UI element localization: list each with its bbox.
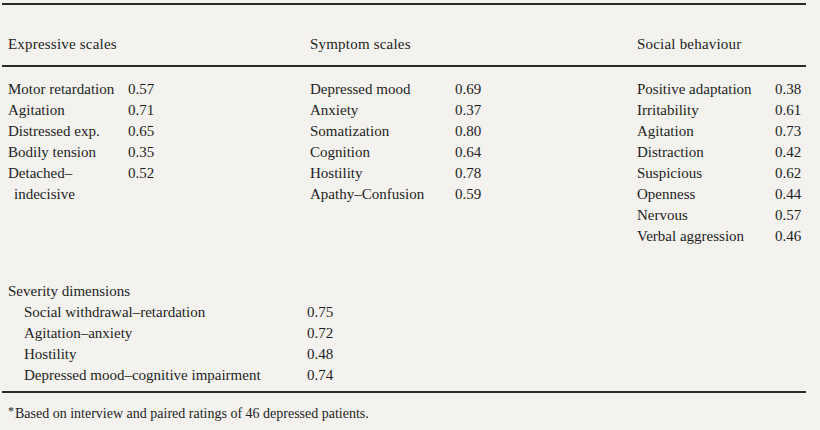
column-header-expressive-scales: Expressive scales [8,36,117,53]
header-rule [2,65,806,67]
scale-label: Bodily tension [8,142,122,163]
dimension-label: Hostility [24,344,304,365]
scale-label: Depressed mood [310,79,450,100]
dimension-value: 0.48 [307,344,333,365]
scale-value: 0.73 [775,121,801,142]
column-header-social-behaviour: Social behaviour [637,36,741,53]
scale-label: Cognition [310,142,450,163]
dimension-value: 0.75 [307,302,333,323]
scale-value: 0.35 [128,142,154,163]
scale-value: 0.78 [455,163,481,184]
scale-label: Somatization [310,121,450,142]
table-row: Openness 0.44 [637,184,817,205]
scale-label: Apathy–Confusion [310,184,450,205]
dimension-label: Depressed mood–cognitive impairment [24,365,304,386]
scale-value: 0.57 [775,205,801,226]
footnote-marker: * [8,404,15,418]
scale-value: 0.69 [455,79,481,100]
scale-value: 0.42 [775,142,801,163]
scale-label: Agitation [637,121,771,142]
scale-label: Nervous [637,205,771,226]
scale-label: Verbal aggression [637,226,771,247]
dimension-label: Agitation–anxiety [24,323,304,344]
scale-label: Anxiety [310,100,450,121]
scale-label: Motor retardation [8,79,122,100]
scale-value: 0.65 [128,121,154,142]
table-row: Depressed mood 0.69 [310,79,540,100]
table-row: Agitation 0.73 [637,121,817,142]
scale-value: 0.38 [775,79,801,100]
scale-value: 0.37 [455,100,481,121]
table-row: Irritability 0.61 [637,100,817,121]
footer-rule [2,391,806,393]
table-row: Detached–indecisive 0.52 [8,163,238,205]
scale-value: 0.64 [455,142,481,163]
table-row: Hostility 0.48 [24,344,428,365]
severity-dimensions-section: Severity dimensions Social withdrawal–re… [8,281,428,386]
scale-label: Distressed exp. [8,121,122,142]
table-row: Depressed mood–cognitive impairment 0.74 [24,365,428,386]
scale-label: Openness [637,184,771,205]
social-behaviour-column: Positive adaptation 0.38 Irritability 0.… [637,79,817,247]
scale-label: Distraction [637,142,771,163]
table-row: Hostility 0.78 [310,163,540,184]
dimension-value: 0.72 [307,323,333,344]
table-row: Somatization 0.80 [310,121,540,142]
table-row: Anxiety 0.37 [310,100,540,121]
table-row: Social withdrawal–retardation 0.75 [24,302,428,323]
scale-value: 0.62 [775,163,801,184]
table-row: Agitation 0.71 [8,100,238,121]
scale-value: 0.46 [775,226,801,247]
table-row: Positive adaptation 0.38 [637,79,817,100]
table-row: Verbal aggression 0.46 [637,226,817,247]
table-row: Suspicious 0.62 [637,163,817,184]
scale-label: Positive adaptation [637,79,771,100]
table-row: Distressed exp. 0.65 [8,121,238,142]
table-row: Motor retardation 0.57 [8,79,238,100]
symptom-scales-column: Depressed mood 0.69 Anxiety 0.37 Somatiz… [310,79,540,205]
paper-table: Expressive scales Symptom scales Social … [0,0,820,430]
scale-value: 0.61 [775,100,801,121]
table-row: Bodily tension 0.35 [8,142,238,163]
footnote-text: Based on interview and paired ratings of… [15,406,369,421]
severity-section-header: Severity dimensions [8,281,428,302]
dimension-label: Social withdrawal–retardation [24,302,304,323]
scale-label: Suspicious [637,163,771,184]
column-header-symptom-scales: Symptom scales [310,36,411,53]
expressive-scales-column: Motor retardation 0.57 Agitation 0.71 Di… [8,79,238,205]
scale-value: 0.80 [455,121,481,142]
table-row: Distraction 0.42 [637,142,817,163]
scale-value: 0.57 [128,79,154,100]
table-row: Cognition 0.64 [310,142,540,163]
table-row: Agitation–anxiety 0.72 [24,323,428,344]
table-row: Apathy–Confusion 0.59 [310,184,540,205]
scale-label: Agitation [8,100,122,121]
table-row: Nervous 0.57 [637,205,817,226]
scale-label: Hostility [310,163,450,184]
scale-label: Irritability [637,100,771,121]
scale-label: Detached–indecisive [8,163,122,205]
scale-value: 0.59 [455,184,481,205]
scale-value: 0.71 [128,100,154,121]
scale-value: 0.44 [775,184,801,205]
top-rule [2,3,806,5]
dimension-value: 0.74 [307,365,333,386]
scale-value: 0.52 [128,163,154,184]
footnote: *Based on interview and paired ratings o… [8,402,369,423]
